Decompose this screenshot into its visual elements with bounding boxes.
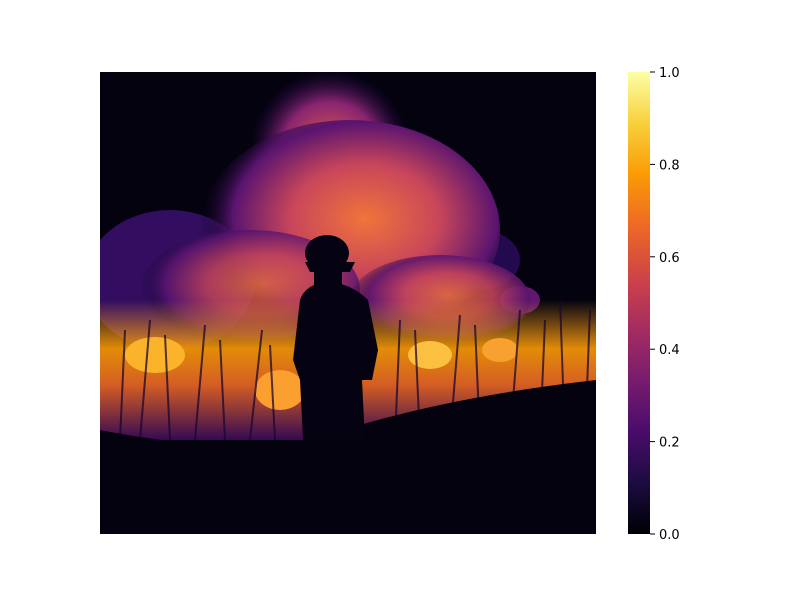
colorbar-tick-label: 0.6 [659, 251, 680, 266]
colorbar-tick-label: 0.2 [659, 436, 680, 451]
colorbar-tick-label: 0.8 [659, 158, 680, 173]
colorbar-tick-label: 0.0 [659, 528, 680, 543]
colorbar-tick-label: 0.4 [659, 343, 680, 358]
heatmap-image [85, 70, 596, 534]
colorbar: 0.0 0.2 0.4 0.6 0.8 1.0 [628, 66, 680, 543]
colorbar-ticks: 0.0 0.2 0.4 0.6 0.8 1.0 [650, 66, 680, 543]
colorbar-tick-label: 1.0 [659, 66, 680, 81]
colorbar-gradient [628, 72, 650, 534]
